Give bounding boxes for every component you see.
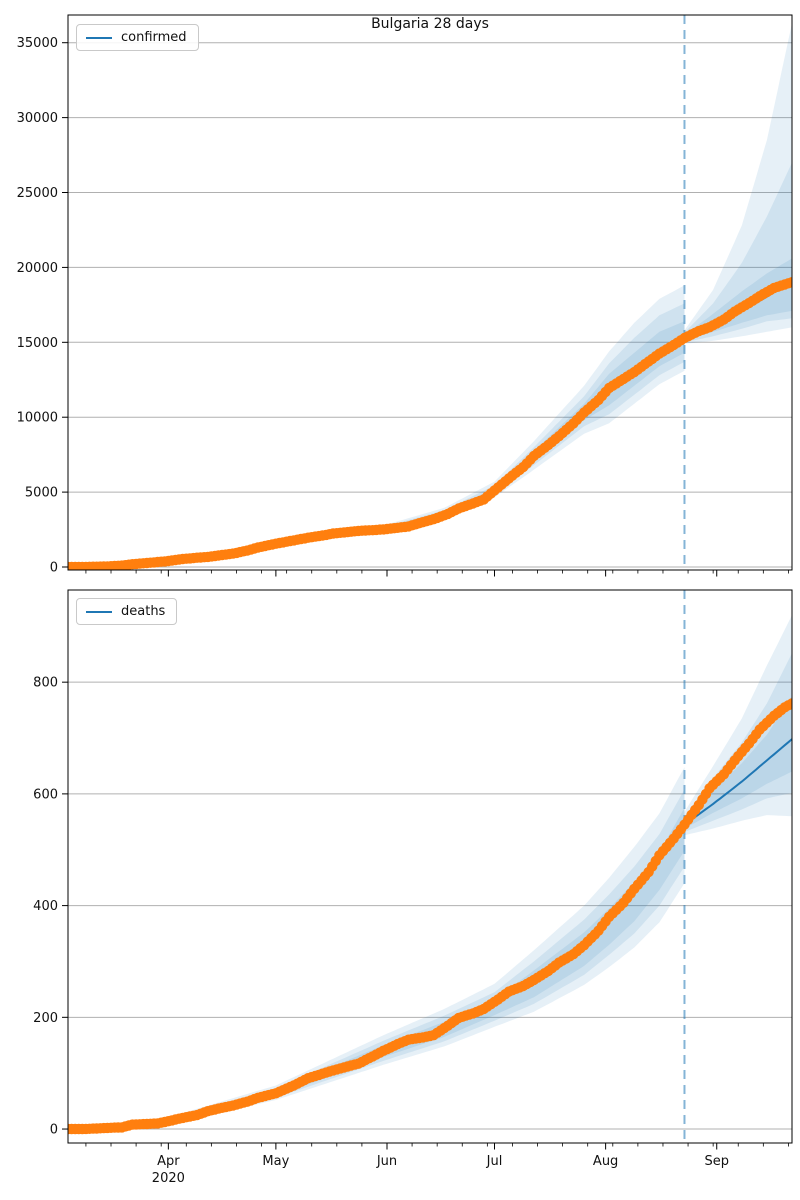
y-tick-labels: 0 200 400 600 800 — [33, 676, 68, 1138]
deaths-observed-series — [68, 698, 792, 1135]
svg-text:800: 800 — [33, 676, 58, 691]
legend-deaths-label: deaths — [121, 604, 166, 619]
grid-lines — [68, 42, 792, 568]
svg-text:10000: 10000 — [17, 411, 58, 426]
svg-text:25000: 25000 — [17, 186, 58, 201]
x-tick-label-may: May — [262, 1154, 289, 1169]
confirmed-observed-series — [68, 277, 792, 570]
legend-confirmed-label: confirmed — [121, 30, 187, 45]
svg-text:35000: 35000 — [17, 36, 58, 51]
svg-text:20000: 20000 — [17, 261, 58, 276]
legend-deaths: deaths — [76, 598, 178, 625]
svg-text:30000: 30000 — [17, 111, 58, 126]
panel-confirmed: 0 5000 10000 15000 20000 25000 30000 35000 — [17, 14, 793, 577]
svg-text:5000: 5000 — [25, 486, 58, 501]
deaths-line-swatch — [86, 610, 112, 613]
x-axis-year-label: 2020 — [152, 1171, 185, 1186]
band-mid — [139, 789, 685, 1127]
grid-lines — [68, 681, 792, 1130]
x-tick-label-jul: Jul — [486, 1154, 503, 1169]
x-tick-label-aug: Aug — [593, 1154, 618, 1169]
panel-deaths: 0 200 400 600 800 Apr May Jun Jul Aug Sep 2020 — [33, 589, 793, 1186]
band-inner — [684, 258, 792, 341]
svg-text:15000: 15000 — [17, 336, 58, 351]
band-inner — [139, 807, 685, 1127]
confidence-bands — [139, 23, 792, 565]
band-outer — [684, 23, 792, 344]
svg-text:400: 400 — [33, 899, 58, 914]
x-tick-marks — [85, 570, 789, 577]
x-tick-label-jun: Jun — [376, 1154, 397, 1169]
legend-confirmed: confirmed — [76, 24, 199, 51]
axes-frame — [67, 589, 793, 1144]
svg-text:600: 600 — [33, 787, 58, 802]
chart-title: Bulgaria 28 days — [371, 16, 489, 32]
svg-text:0: 0 — [50, 561, 58, 576]
confidence-bands — [139, 615, 792, 1128]
svg-text:200: 200 — [33, 1011, 58, 1026]
x-tick-label-sep: Sep — [704, 1154, 729, 1169]
x-tick-marks: Apr May Jun Jul Aug Sep 2020 — [85, 1143, 789, 1186]
confirmed-line-swatch — [86, 36, 112, 39]
axes-frame — [67, 14, 793, 571]
x-tick-label-apr: Apr — [157, 1154, 180, 1169]
svg-text:0: 0 — [50, 1123, 58, 1138]
y-tick-labels: 0 5000 10000 15000 20000 25000 30000 35000 — [17, 36, 68, 576]
band-inner — [684, 696, 792, 829]
